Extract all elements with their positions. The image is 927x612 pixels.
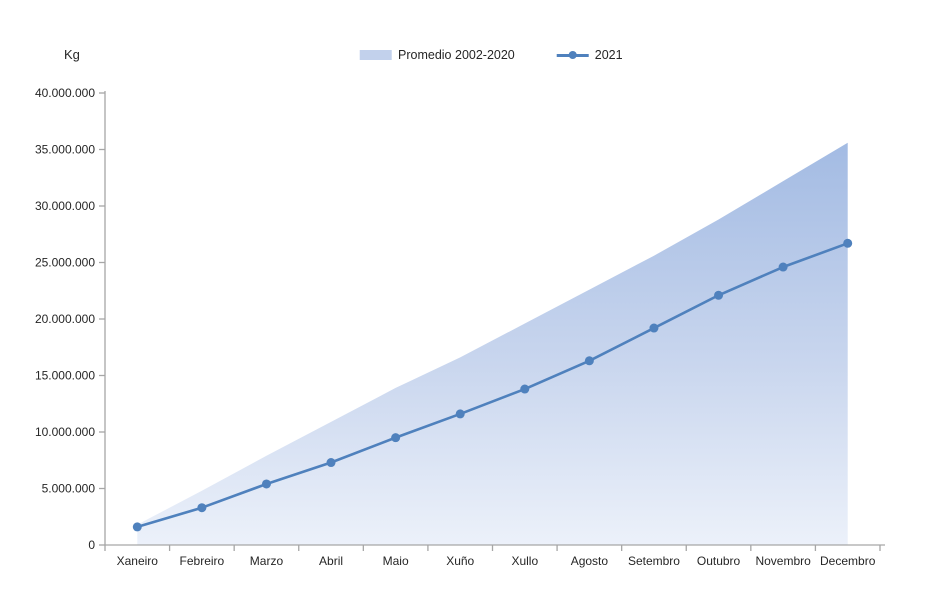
legend-item-promedio[interactable]: Promedio 2002-2020: [360, 48, 515, 62]
data-point-marker: [520, 384, 530, 394]
x-tick-label: Xaneiro: [117, 554, 159, 568]
data-point-marker: [584, 356, 594, 366]
y-tick-label: 0: [88, 538, 95, 552]
x-tick-label: Xuño: [446, 554, 474, 568]
data-point-marker: [326, 458, 336, 468]
area-swatch-icon: [360, 50, 393, 60]
legend-label-promedio: Promedio 2002-2020: [398, 48, 515, 62]
legend-label-2021: 2021: [594, 48, 623, 62]
x-tick-label: Setembro: [628, 554, 680, 568]
data-point-marker: [843, 238, 853, 248]
x-tick-label: Marzo: [250, 554, 284, 568]
data-point-marker: [197, 503, 207, 513]
x-tick-label: Xullo: [511, 554, 538, 568]
y-axis-title: Kg: [64, 47, 80, 62]
data-point-marker: [455, 409, 465, 419]
y-tick-label: 10.000.000: [35, 425, 95, 439]
y-tick-label: 15.000.000: [35, 369, 95, 383]
y-tick-label: 25.000.000: [35, 256, 95, 270]
chart-legend: Promedio 2002-2020 2021: [360, 48, 623, 62]
x-tick-label: Abril: [319, 554, 343, 568]
data-point-marker: [132, 522, 142, 532]
x-tick-label: Outubro: [697, 554, 741, 568]
data-point-marker: [714, 290, 724, 300]
legend-item-2021[interactable]: 2021: [556, 48, 623, 62]
x-tick-label: Decembro: [820, 554, 876, 568]
data-point-marker: [778, 262, 788, 272]
data-point-marker: [261, 479, 271, 489]
data-point-marker: [649, 323, 659, 333]
x-tick-label: Maio: [383, 554, 409, 568]
x-tick-label: Febreiro: [180, 554, 225, 568]
line-series-2021: [135, 241, 850, 529]
promedio-area-series: [137, 142, 848, 545]
y-tick-label: 30.000.000: [35, 199, 95, 213]
y-tick-label: 40.000.000: [35, 86, 95, 100]
y-tick-label: 5.000.000: [42, 482, 96, 496]
line-swatch-icon: [556, 50, 589, 60]
y-tick-label: 35.000.000: [35, 143, 95, 157]
y-tick-label: 20.000.000: [35, 312, 95, 326]
x-tick-label: Novembro: [755, 554, 811, 568]
x-tick-label: Agosto: [571, 554, 609, 568]
data-point-marker: [391, 433, 401, 443]
